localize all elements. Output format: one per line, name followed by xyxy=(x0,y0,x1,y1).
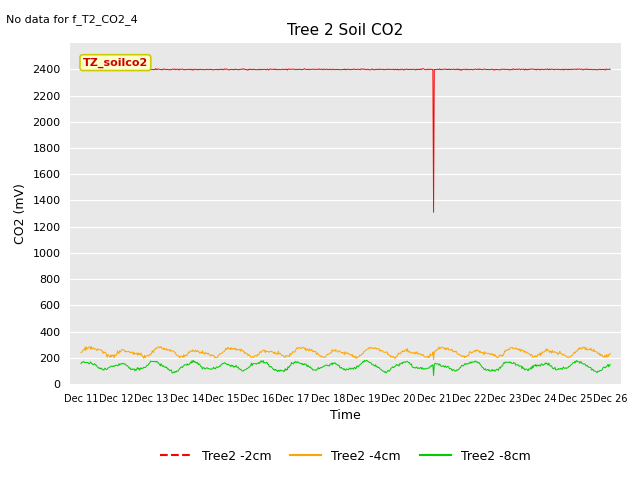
X-axis label: Time: Time xyxy=(330,409,361,422)
Tree2 -2cm xyxy=(263,67,271,72)
Tree2 -2cm xyxy=(140,67,147,72)
Tree2 -8cm xyxy=(140,365,147,371)
Tree2 -8cm xyxy=(237,367,244,372)
Y-axis label: CO2 (mV): CO2 (mV) xyxy=(14,183,27,244)
Tree2 -4cm xyxy=(157,344,165,349)
Tree2 -8cm xyxy=(263,360,271,365)
Line: Tree2 -4cm: Tree2 -4cm xyxy=(81,347,610,360)
Text: TZ_soilco2: TZ_soilco2 xyxy=(83,58,148,68)
Legend: Tree2 -2cm, Tree2 -4cm, Tree2 -8cm: Tree2 -2cm, Tree2 -4cm, Tree2 -8cm xyxy=(156,445,536,468)
Tree2 -2cm xyxy=(237,67,244,72)
Tree2 -4cm xyxy=(401,348,408,354)
Tree2 -4cm xyxy=(264,348,271,354)
Tree2 -4cm xyxy=(77,349,85,355)
Tree2 -2cm xyxy=(283,66,291,72)
Tree2 -8cm xyxy=(363,358,371,363)
Tree2 -4cm xyxy=(284,353,291,359)
Line: Tree2 -8cm: Tree2 -8cm xyxy=(81,360,610,375)
Title: Tree 2 Soil CO2: Tree 2 Soil CO2 xyxy=(287,23,404,38)
Tree2 -2cm xyxy=(606,67,614,72)
Text: No data for f_T2_CO2_4: No data for f_T2_CO2_4 xyxy=(6,14,138,25)
Tree2 -4cm xyxy=(140,354,147,360)
Tree2 -4cm xyxy=(606,350,614,356)
Tree2 -8cm xyxy=(431,360,439,366)
Tree2 -2cm xyxy=(429,209,437,215)
Tree2 -2cm xyxy=(419,66,427,72)
Tree2 -2cm xyxy=(400,67,408,73)
Tree2 -2cm xyxy=(77,66,85,72)
Tree2 -8cm xyxy=(283,366,291,372)
Tree2 -8cm xyxy=(401,359,408,365)
Tree2 -8cm xyxy=(77,361,85,367)
Tree2 -8cm xyxy=(429,372,437,378)
Tree2 -4cm xyxy=(237,346,245,352)
Tree2 -4cm xyxy=(429,357,437,362)
Line: Tree2 -2cm: Tree2 -2cm xyxy=(81,69,610,212)
Tree2 -4cm xyxy=(431,348,439,354)
Tree2 -2cm xyxy=(431,67,439,72)
Tree2 -8cm xyxy=(606,361,614,367)
